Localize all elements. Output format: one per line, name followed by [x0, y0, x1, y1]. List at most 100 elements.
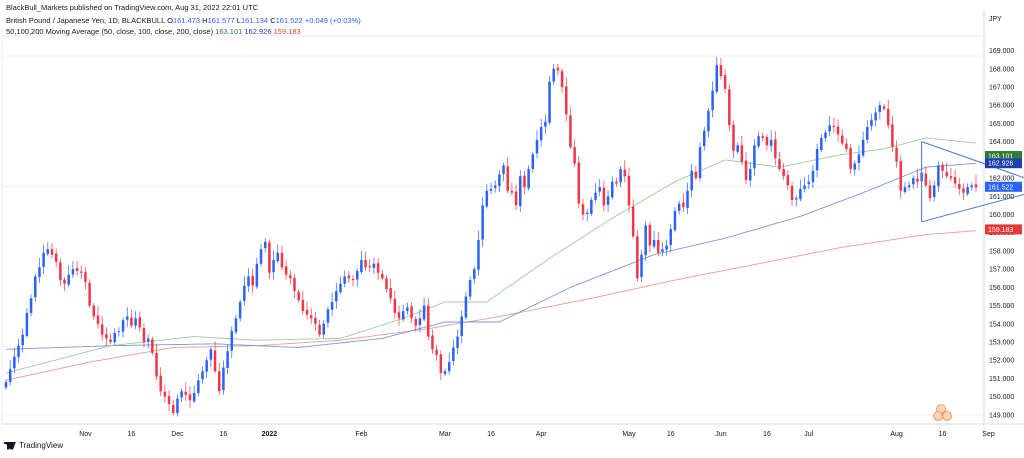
last-price-badge-bg — [985, 181, 1022, 192]
candle-body — [769, 139, 773, 146]
candle-body — [916, 178, 919, 182]
candle-body — [213, 350, 217, 372]
candle-body — [849, 147, 852, 169]
ma200-line — [5, 230, 977, 381]
candle-body — [598, 187, 601, 192]
candle-body — [648, 224, 652, 246]
candles — [4, 56, 978, 417]
candle-body — [581, 204, 585, 215]
candle-body — [870, 119, 873, 126]
candle-body — [234, 318, 238, 333]
candle-body — [715, 65, 719, 92]
candle-body — [535, 139, 539, 154]
candle-body — [268, 242, 271, 273]
candle-body — [335, 291, 338, 302]
candle-body — [67, 274, 70, 285]
candle-body — [573, 147, 576, 164]
candle-body — [615, 181, 618, 184]
candle-body — [611, 181, 614, 198]
x-tick-label: Apr — [536, 431, 548, 438]
y-tick-label: 151.000 — [989, 376, 1014, 383]
candle-body — [932, 185, 936, 198]
candle-body — [686, 190, 689, 208]
open-value: 161.473 — [172, 16, 201, 25]
candle-body — [42, 252, 45, 267]
candle-body — [845, 143, 848, 149]
candle-body — [677, 203, 681, 211]
candle-body — [510, 190, 514, 193]
candle-body — [577, 162, 581, 204]
tradingview-logo-icon — [4, 441, 16, 450]
ma50-badge-bg — [985, 151, 1022, 162]
tradingview-logo[interactable]: TradingView — [4, 441, 63, 450]
y-tick-label: 158.000 — [989, 248, 1014, 255]
candle-body — [673, 210, 677, 231]
candle-body — [949, 176, 953, 179]
candle-body — [230, 331, 234, 351]
candle-body — [627, 175, 631, 206]
candle-body — [4, 382, 8, 388]
candle-body — [702, 130, 706, 147]
x-tick-label: 16 — [128, 431, 136, 438]
candle-body — [485, 190, 489, 207]
candle-body — [142, 328, 146, 343]
candle-body — [167, 396, 171, 404]
candle-body — [376, 263, 380, 273]
candle-body — [105, 334, 108, 339]
plot-area — [1, 35, 985, 425]
ma100-badge-bg — [985, 158, 1022, 169]
candle-body — [284, 266, 288, 275]
candle-body — [447, 362, 451, 372]
candle-body — [460, 316, 463, 337]
candle-body — [899, 161, 902, 191]
candle-body — [330, 301, 334, 310]
y-tick-label: 150.000 — [989, 394, 1014, 401]
candle-body — [130, 317, 133, 326]
candle-body — [38, 267, 41, 277]
ma100-badge: 162.926 — [988, 161, 1013, 168]
candle-body — [71, 269, 75, 275]
candle-body — [774, 139, 777, 159]
candle-body — [815, 148, 819, 171]
candle-body — [477, 240, 480, 270]
ma50-line — [5, 137, 977, 374]
candle-body — [163, 391, 167, 397]
candle-body — [280, 252, 284, 268]
y-tick-label: 165.000 — [989, 121, 1014, 128]
y-tick-label: 160.000 — [989, 212, 1014, 219]
candle-body — [13, 356, 16, 369]
candle-body — [707, 110, 710, 132]
candle-body — [205, 360, 208, 372]
candle-body — [514, 191, 518, 206]
candle-body — [748, 168, 752, 181]
candle-body — [640, 254, 643, 278]
candle-body — [297, 292, 300, 301]
candle-body — [531, 154, 535, 169]
candle-body — [506, 166, 509, 191]
candle-body — [544, 121, 547, 127]
candle-body — [565, 86, 568, 115]
candle-body — [719, 65, 723, 77]
symbol-title: British Pound / Japanese Yen, 1D, BLACKB… — [6, 16, 165, 25]
candle-body — [25, 312, 29, 336]
x-tick-label: Aug — [890, 431, 903, 438]
candle-body — [891, 124, 894, 148]
x-tick-label: 16 — [667, 431, 675, 438]
candle-body — [753, 145, 756, 169]
candle-body — [159, 375, 162, 392]
candle-body — [594, 192, 597, 200]
candle-body — [464, 296, 468, 318]
candle-body — [339, 283, 342, 293]
candle-body — [799, 189, 802, 200]
candle-body — [171, 405, 175, 414]
candle-body — [757, 136, 760, 147]
ma200-badge-bg — [985, 224, 1022, 235]
candle-body — [623, 169, 627, 177]
candle-body — [201, 371, 204, 380]
high-label: H — [202, 16, 208, 25]
candle-body — [857, 154, 861, 163]
candle-body — [247, 276, 250, 287]
candle-body — [406, 307, 409, 312]
y-tick-label: 152.000 — [989, 358, 1014, 365]
candle-body — [109, 339, 112, 343]
